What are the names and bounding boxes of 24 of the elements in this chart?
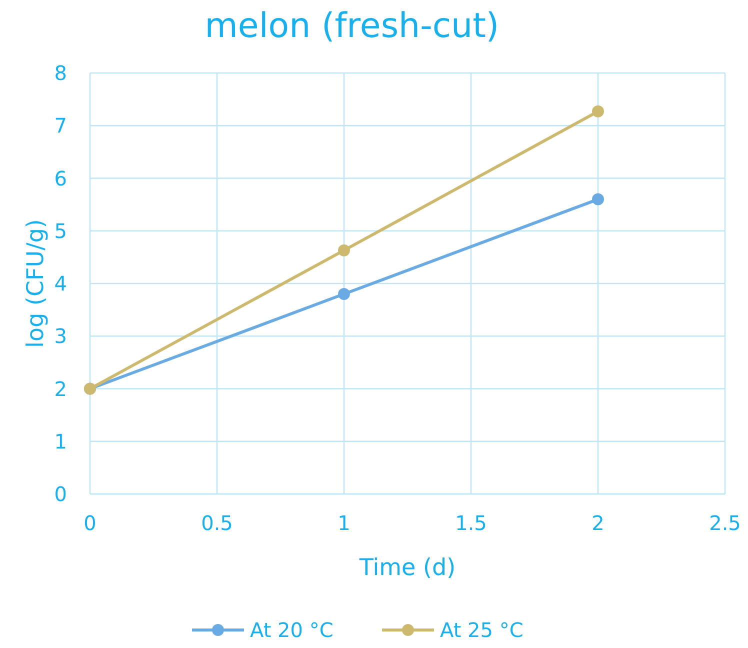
y-tick-label: 0 xyxy=(54,482,67,506)
x-tick-label: 1.5 xyxy=(455,511,487,535)
y-axis-title: log (CFU/g) xyxy=(23,219,49,348)
legend-label: At 25 °C xyxy=(440,618,524,642)
y-tick-label: 5 xyxy=(54,218,67,243)
y-tick-label: 2 xyxy=(54,376,67,401)
point xyxy=(338,288,350,300)
x-tick-label: 2.5 xyxy=(709,511,741,535)
legend-label: At 20 °C xyxy=(250,618,334,642)
y-tick-label: 3 xyxy=(54,324,67,348)
y-tick-label: 8 xyxy=(54,61,67,85)
y-tick-label: 6 xyxy=(54,166,67,190)
x-tick-label: 2 xyxy=(592,511,604,535)
y-tick-label: 1 xyxy=(54,429,67,454)
x-tick-label: 0 xyxy=(84,511,96,535)
point xyxy=(338,244,350,256)
point xyxy=(592,193,604,206)
point xyxy=(592,105,604,118)
x-tick-label: 0.5 xyxy=(201,511,233,535)
x-tick-label: 1 xyxy=(338,511,350,535)
y-tick-label: 4 xyxy=(54,272,67,296)
y-tick-label: 7 xyxy=(54,114,67,138)
x-axis-title: Time (d) xyxy=(358,555,456,581)
chart-title: melon (fresh-cut) xyxy=(204,6,500,46)
